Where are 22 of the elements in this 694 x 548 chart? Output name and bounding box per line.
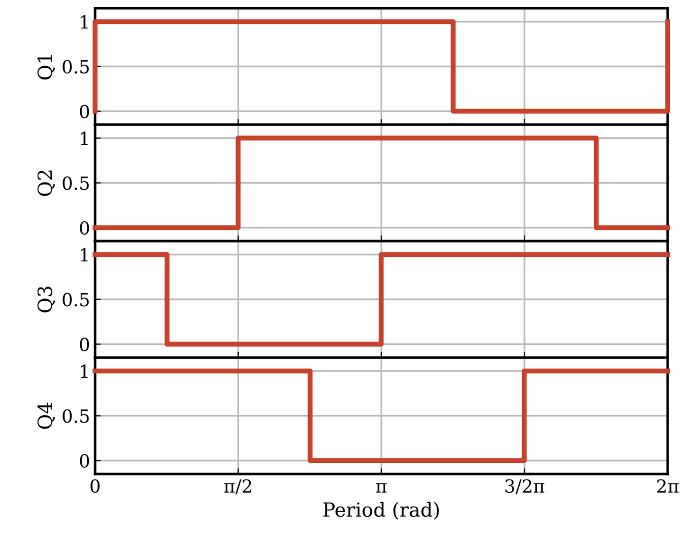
x-tick-label: π/2	[224, 479, 252, 494]
y-tick-label: 0.5	[62, 60, 89, 74]
y-tick-label: 0	[80, 104, 90, 118]
y-tick-label: 1	[80, 248, 88, 262]
y-tick-label: 0.5	[62, 176, 89, 190]
y-axis-title: Q4	[37, 402, 56, 429]
y-axis-title: Q1	[37, 55, 56, 80]
y-tick-label: 1	[80, 15, 88, 29]
y-tick-label: 1	[80, 364, 88, 378]
x-tick-label: π	[376, 483, 387, 493]
y-tick-label: 1	[80, 132, 88, 145]
y-tick-label: 0	[80, 221, 90, 235]
y-axis-title: Q3	[37, 286, 56, 312]
x-tick-label: 0	[90, 479, 100, 493]
y-tick-label: 0	[80, 454, 90, 468]
x-tick-label: 2π	[657, 479, 679, 493]
y-tick-label: 0.5	[62, 292, 89, 306]
y-axis-title: Q2	[37, 170, 56, 196]
x-tick-label: 3/2π	[505, 479, 544, 494]
x-axis-title: Period (rad)	[323, 502, 439, 520]
y-tick-label: 0	[80, 338, 90, 352]
y-tick-label: 0.5	[62, 409, 89, 423]
